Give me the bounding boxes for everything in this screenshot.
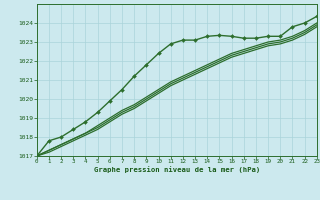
X-axis label: Graphe pression niveau de la mer (hPa): Graphe pression niveau de la mer (hPa) — [94, 166, 260, 173]
